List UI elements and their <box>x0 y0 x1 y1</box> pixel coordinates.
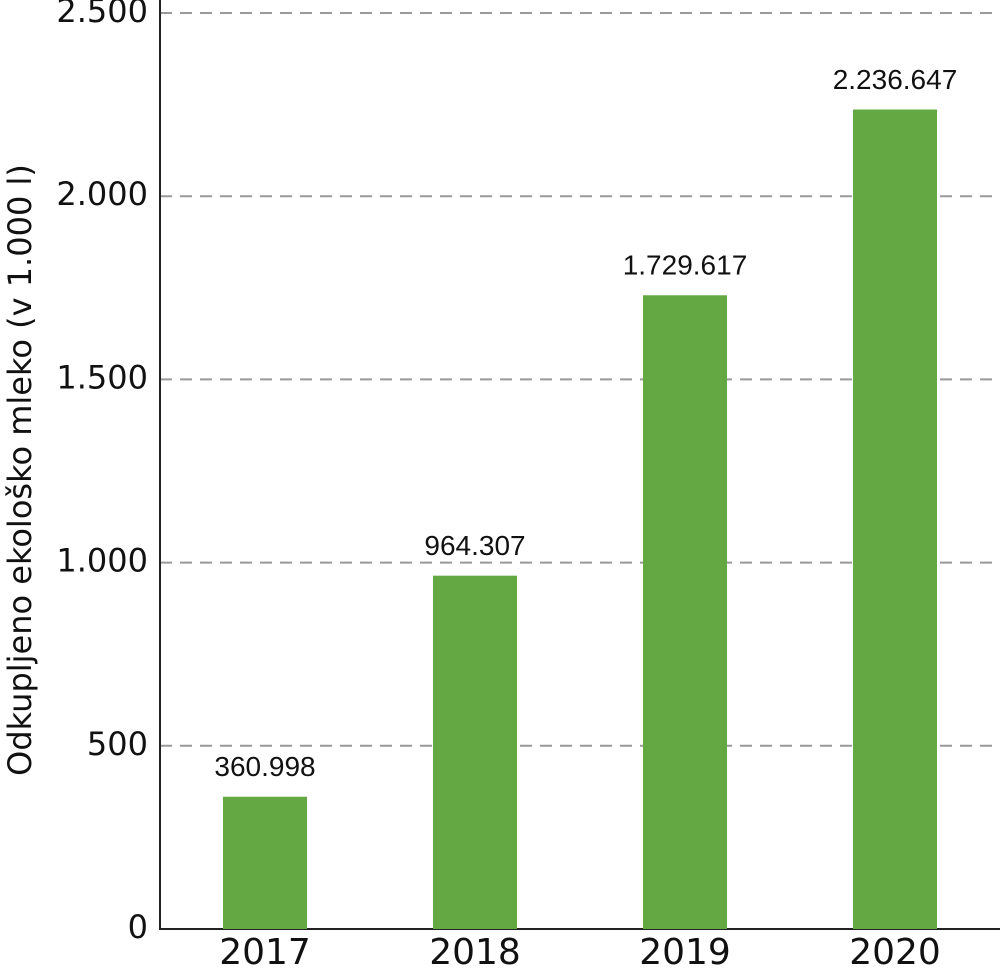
y-axis-label: Odkupljeno ekološko mleko (v 1.000 l) <box>1 164 39 776</box>
y-tick-label: 2.000 <box>56 175 148 213</box>
value-label: 1.729.617 <box>623 250 748 281</box>
bar <box>853 109 937 929</box>
y-tick-label: 500 <box>87 725 148 763</box>
x-tick-label: 2020 <box>849 932 941 972</box>
bar <box>223 796 307 929</box>
bar <box>433 575 517 929</box>
y-tick-label: 1.000 <box>56 542 148 580</box>
x-tick-label: 2019 <box>639 932 731 972</box>
y-tick-label: 1.500 <box>56 358 148 396</box>
value-label: 964.307 <box>424 530 525 561</box>
y-tick-label: 2.500 <box>56 0 148 30</box>
bar <box>643 295 727 930</box>
x-tick-label: 2018 <box>429 932 521 972</box>
value-label: 2.236.647 <box>833 64 958 95</box>
x-tick-label: 2017 <box>219 932 311 972</box>
value-label: 360.998 <box>214 751 315 782</box>
y-tick-label: 0 <box>128 908 148 946</box>
